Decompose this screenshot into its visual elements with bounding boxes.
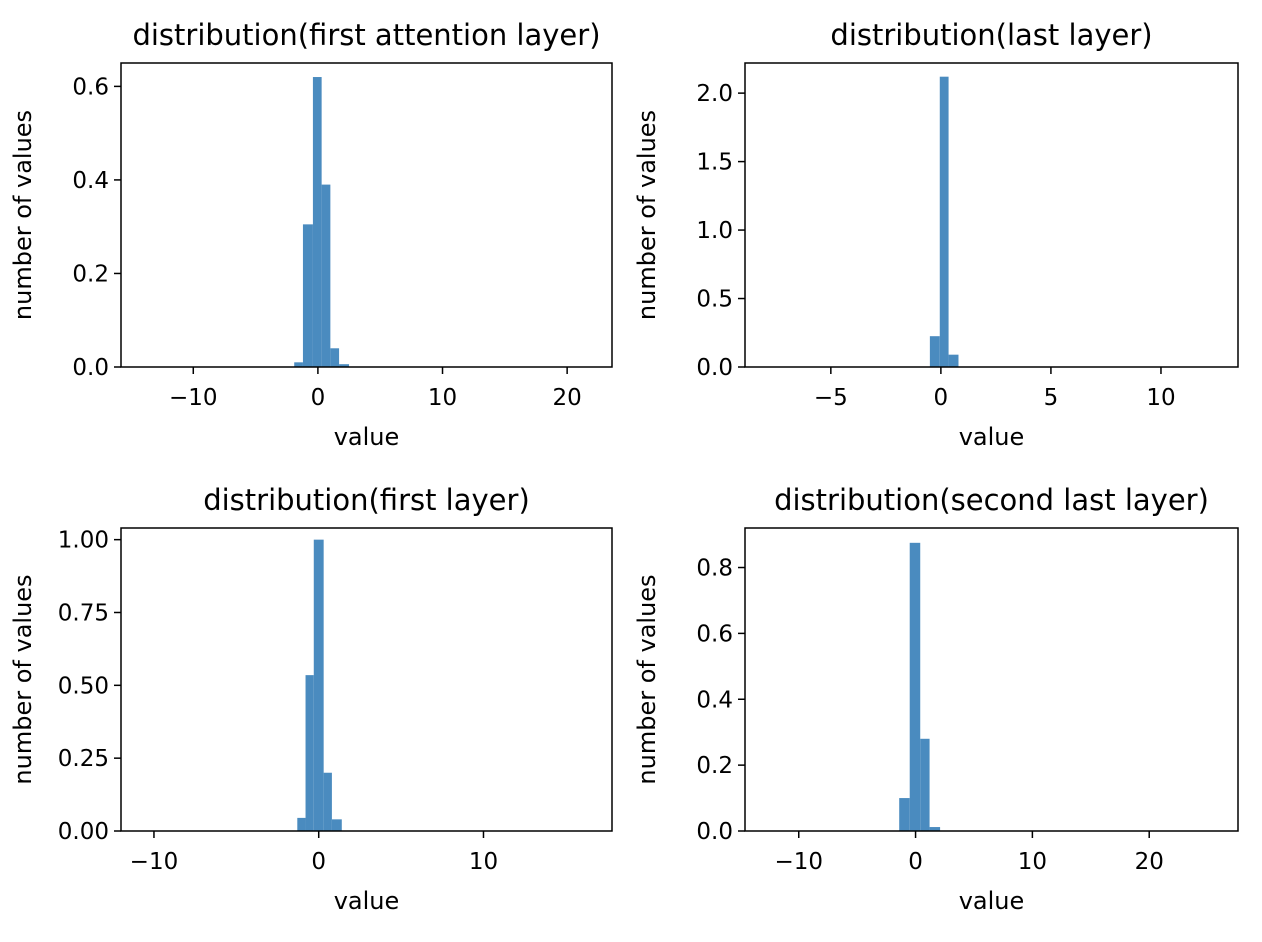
y-tick-label: 0.75 — [58, 600, 109, 626]
histogram-bar — [331, 819, 342, 831]
y-tick-label: 0.50 — [58, 673, 109, 699]
y-axis-label: number of values — [633, 574, 661, 784]
histogram-bar — [920, 738, 930, 831]
y-axis-label: number of values — [633, 110, 661, 320]
histogram-bar — [330, 348, 340, 367]
axes-frame — [120, 62, 613, 368]
x-tick-label: 0 — [934, 385, 949, 411]
y-tick-label: 0.6 — [72, 74, 109, 100]
histogram-bar — [321, 184, 331, 367]
histogram-bar — [929, 336, 940, 367]
subplot-2: −5 0 5 10 0.0 0.5 1.0 1.5 2.0 distribution(last l… — [633, 18, 1239, 451]
x-tick-label: 10 — [469, 849, 498, 875]
x-tick-label: 10 — [1146, 385, 1175, 411]
x-tick-label: 0 — [311, 385, 326, 411]
x-tick-label: 20 — [1135, 849, 1164, 875]
x-tick-label: 10 — [428, 385, 457, 411]
axes-frame — [744, 62, 1239, 368]
subplot-1: −10 0 10 20 0.0 0.2 0.4 0.6 distribution(first a… — [9, 18, 613, 451]
y-axis-label: number of values — [9, 110, 37, 320]
y-tick-label: 1.00 — [58, 528, 109, 554]
subplot-3: −10 0 10 0.00 0.25 0.50 0.75 1.00 distribution(f… — [9, 483, 613, 915]
x-tick-label: −10 — [169, 385, 218, 411]
y-tick-label: 0.0 — [696, 355, 733, 381]
y-tick-label: 1.0 — [696, 218, 733, 244]
subplot-title: distribution(first attention layer) — [132, 18, 600, 52]
histogram-bar — [323, 772, 332, 831]
subplot-title: distribution(last layer) — [830, 18, 1152, 52]
x-axis-label: value — [334, 423, 400, 451]
y-tick-label: 0.2 — [696, 753, 733, 779]
histogram-bar — [899, 798, 910, 831]
x-tick-label: −5 — [814, 385, 848, 411]
x-axis-label: value — [959, 423, 1025, 451]
y-tick-label: 0.00 — [58, 819, 109, 845]
y-tick-label: 0.4 — [696, 687, 733, 713]
histogram-bar — [312, 77, 322, 368]
x-axis-label: value — [959, 887, 1025, 915]
x-tick-label: 20 — [552, 385, 581, 411]
y-tick-label: 0.25 — [58, 746, 109, 772]
histogram-bar — [305, 675, 314, 831]
histogram-bar — [302, 224, 313, 367]
histogram-bar — [297, 817, 306, 831]
x-tick-label: 0 — [311, 849, 326, 875]
subplot-4: −10 0 10 20 0.0 0.2 0.4 0.6 0.8 distribution(seco… — [633, 483, 1239, 915]
axes-frame — [744, 527, 1239, 832]
x-tick-label: 10 — [1018, 849, 1047, 875]
histogram-bar — [909, 542, 921, 831]
y-tick-label: 0.6 — [696, 621, 733, 647]
y-tick-label: 0.4 — [72, 168, 109, 194]
x-tick-label: 5 — [1044, 385, 1059, 411]
x-tick-label: −10 — [130, 849, 179, 875]
x-tick-label: −10 — [774, 849, 823, 875]
x-tick-label: 0 — [908, 849, 923, 875]
y-tick-label: 0.2 — [72, 261, 109, 287]
histogram-bar — [939, 76, 949, 367]
subplot-title: distribution(second last layer) — [774, 483, 1209, 517]
y-tick-label: 2.0 — [696, 81, 733, 107]
histogram-bar — [294, 362, 303, 367]
y-tick-label: 0.8 — [696, 556, 733, 582]
x-axis-label: value — [334, 887, 400, 915]
y-tick-label: 0.0 — [72, 355, 109, 381]
axes-frame — [120, 527, 613, 832]
histogram-bar — [929, 827, 941, 831]
histogram-bar — [313, 539, 324, 831]
histogram-bar — [339, 364, 350, 367]
y-tick-label: 1.5 — [696, 150, 733, 176]
y-axis-label: number of values — [9, 574, 37, 784]
y-tick-label: 0.5 — [696, 287, 733, 313]
histogram-bar — [948, 354, 959, 367]
y-tick-label: 0.0 — [696, 819, 733, 845]
subplot-title: distribution(first layer) — [203, 483, 530, 517]
